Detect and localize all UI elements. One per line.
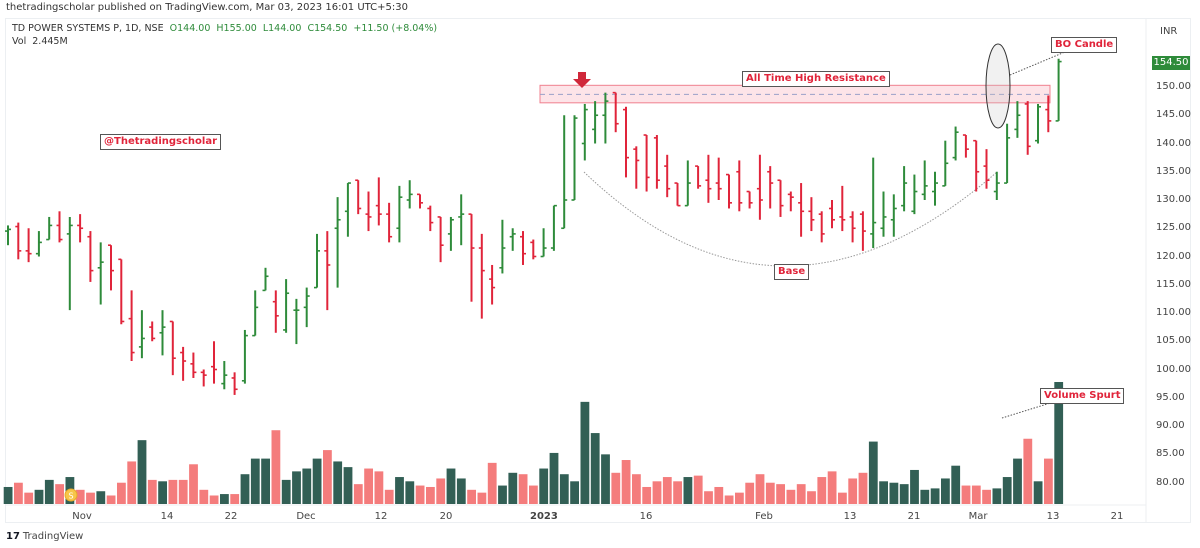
- price-tick-label: 95.00: [1156, 391, 1185, 403]
- time-tick-label: 20: [439, 511, 453, 522]
- time-tick-label: 21: [1110, 511, 1124, 522]
- chart-frame: [5, 18, 1191, 523]
- tradingview-brand[interactable]: 17 TradingView: [6, 531, 83, 542]
- low-value: L144.00: [262, 23, 302, 34]
- svg-text:S: S: [68, 492, 73, 501]
- bo-candle-annotation[interactable]: BO Candle: [1051, 37, 1118, 53]
- price-tick-label: 145.00: [1156, 109, 1191, 121]
- brand-text: TradingView: [22, 531, 84, 542]
- price-tick-label: 90.00: [1156, 420, 1185, 431]
- symbol-label[interactable]: TD POWER SYSTEMS P, 1D, NSE: [12, 23, 164, 34]
- publisher-line: thetradingscholar published on TradingVi…: [6, 2, 409, 13]
- time-tick-label: 12: [374, 511, 388, 522]
- time-tick-label: Dec: [296, 511, 316, 522]
- time-tick-label: 22: [224, 511, 238, 522]
- time-tick-label: Feb: [755, 511, 773, 522]
- time-tick-label: Nov: [72, 511, 92, 522]
- volume-spurt-annotation[interactable]: Volume Spurt: [1040, 388, 1125, 404]
- time-tick-label: 14: [160, 511, 174, 522]
- base-annotation[interactable]: Base: [774, 264, 810, 280]
- currency-label: INR: [1160, 26, 1178, 37]
- price-tick-label: 115.00: [1156, 278, 1191, 290]
- price-tick-label: 135.00: [1156, 165, 1191, 177]
- time-tick-label: 21: [907, 511, 921, 522]
- open-value: O144.00: [169, 23, 211, 34]
- volume-label: Vol: [12, 36, 27, 47]
- price-tick-label: 85.00: [1156, 448, 1185, 460]
- chart-legend: TD POWER SYSTEMS P, 1D, NSE O144.00 H155…: [12, 22, 437, 48]
- price-tick-label: 110.00: [1156, 307, 1191, 318]
- volume-value: 2.445M: [32, 36, 68, 47]
- price-tick-label: 100.00: [1156, 363, 1191, 375]
- price-tick-label: 150.00: [1156, 81, 1191, 92]
- time-tick-label: 13: [843, 511, 857, 522]
- time-tick-label: 16: [639, 511, 653, 522]
- last-price-tag: 154.50: [1152, 56, 1190, 70]
- price-tick-label: 125.00: [1156, 222, 1191, 234]
- price-tick-label: 130.00: [1156, 194, 1191, 205]
- price-tick-label: 105.00: [1156, 335, 1191, 347]
- time-tick-label: 2023: [530, 511, 558, 522]
- time-tick-label: Mar: [968, 511, 988, 522]
- close-value: C154.50: [307, 23, 348, 34]
- high-value: H155.00: [216, 23, 257, 34]
- price-tick-label: 140.00: [1156, 137, 1191, 149]
- ath-resistance-annotation[interactable]: All Time High Resistance: [742, 71, 890, 87]
- time-tick-label: 13: [1046, 511, 1060, 522]
- watermark-annotation[interactable]: @Thetradingscholar: [100, 134, 222, 150]
- change-value: +11.50 (+8.04%): [353, 23, 438, 34]
- price-tick-label: 80.00: [1156, 476, 1185, 488]
- price-tick-label: 120.00: [1156, 250, 1191, 262]
- tradingview-logo-icon: 17: [6, 531, 20, 542]
